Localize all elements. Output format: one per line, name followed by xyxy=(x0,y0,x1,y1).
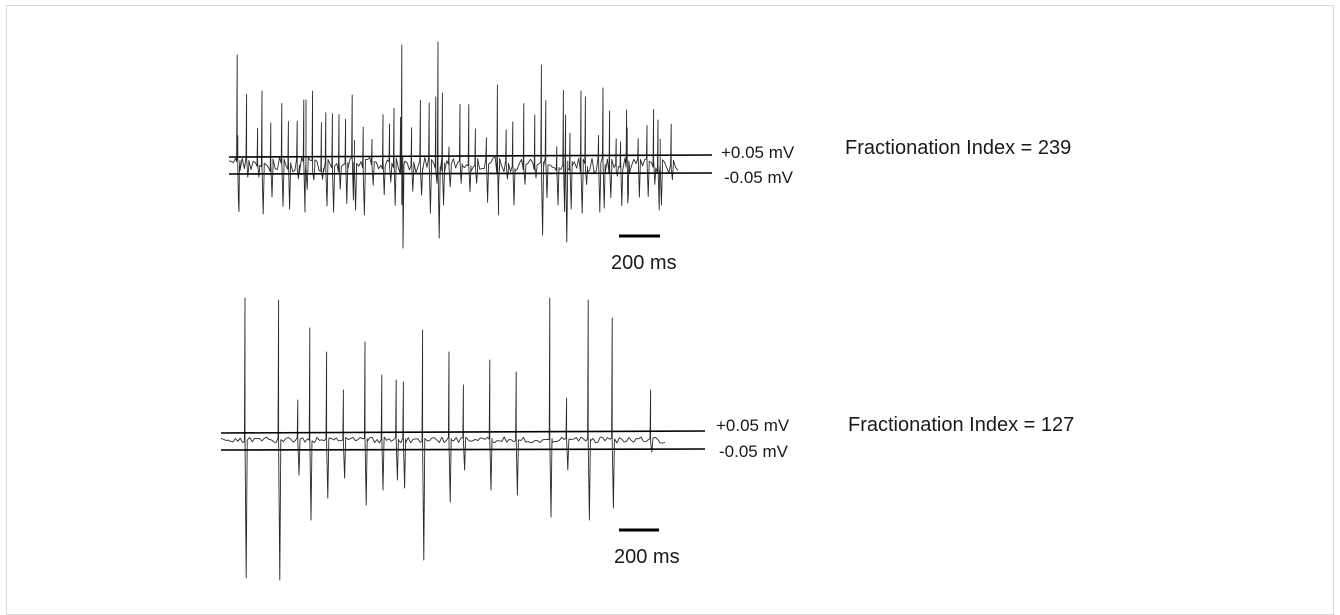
threshold-lower-line-bottom xyxy=(220,448,706,451)
electrogram-trace-top xyxy=(228,41,679,249)
threshold-upper-label-top: +0.05 mV xyxy=(721,143,795,162)
panel-top: +0.05 mV -0.05 mV Fractionation Index = … xyxy=(228,41,1071,274)
electrogram-trace-bottom xyxy=(220,297,666,581)
threshold-upper-line-bottom xyxy=(220,430,706,434)
threshold-lower-label-bottom: -0.05 mV xyxy=(719,442,789,461)
threshold-upper-label-bottom: +0.05 mV xyxy=(716,416,790,435)
threshold-upper-line-top xyxy=(228,154,713,158)
threshold-lower-label-top: -0.05 mV xyxy=(724,168,794,187)
panel-bottom: +0.05 mV -0.05 mV Fractionation Index = … xyxy=(220,297,1074,581)
scale-bar-label-bottom: 200 ms xyxy=(614,546,680,568)
fractionation-index-label-top: Fractionation Index = 239 xyxy=(845,137,1071,159)
scale-bar-label-top: 200 ms xyxy=(611,252,677,274)
fractionation-index-label-bottom: Fractionation Index = 127 xyxy=(848,414,1074,436)
threshold-lower-line-top xyxy=(228,172,713,175)
